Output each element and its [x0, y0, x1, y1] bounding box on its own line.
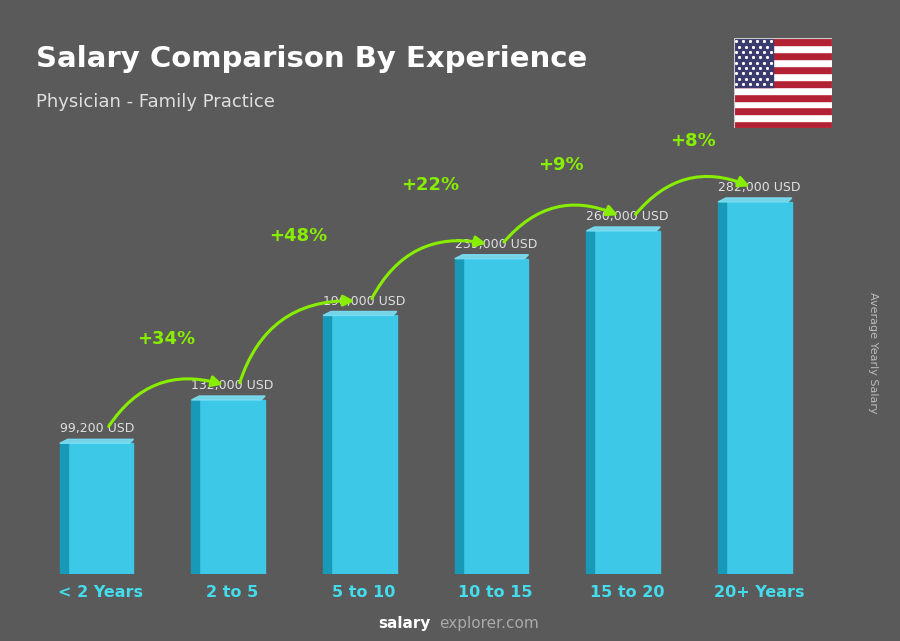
Polygon shape: [59, 439, 133, 444]
Bar: [734, 80, 833, 87]
Text: +48%: +48%: [269, 227, 328, 246]
Bar: [323, 315, 331, 574]
Bar: [594, 231, 661, 574]
Bar: [734, 87, 833, 94]
Bar: [199, 400, 266, 574]
Text: 132,000 USD: 132,000 USD: [192, 379, 274, 392]
Bar: [734, 101, 833, 108]
Bar: [587, 231, 594, 574]
Bar: [734, 38, 833, 46]
Text: +9%: +9%: [538, 156, 584, 174]
Bar: [68, 444, 133, 574]
Bar: [454, 259, 463, 574]
Text: Average Yearly Salary: Average Yearly Salary: [868, 292, 878, 413]
Bar: [734, 121, 833, 128]
Text: salary: salary: [378, 617, 430, 631]
Text: 239,000 USD: 239,000 USD: [454, 238, 537, 251]
Text: +34%: +34%: [138, 330, 195, 348]
Bar: [734, 73, 833, 80]
Bar: [192, 400, 199, 574]
Polygon shape: [192, 396, 266, 400]
Text: 196,000 USD: 196,000 USD: [323, 294, 406, 308]
Bar: [463, 259, 528, 574]
Text: 260,000 USD: 260,000 USD: [587, 210, 669, 223]
Polygon shape: [587, 227, 661, 231]
Bar: [718, 202, 726, 574]
Bar: [734, 46, 833, 53]
Bar: [734, 108, 833, 114]
Bar: [726, 202, 792, 574]
Text: 99,200 USD: 99,200 USD: [59, 422, 134, 435]
Bar: [734, 66, 833, 73]
Text: Salary Comparison By Experience: Salary Comparison By Experience: [36, 45, 587, 73]
Polygon shape: [454, 254, 528, 259]
Bar: [59, 444, 68, 574]
Polygon shape: [718, 198, 792, 202]
Text: 282,000 USD: 282,000 USD: [718, 181, 801, 194]
Text: Physician - Family Practice: Physician - Family Practice: [36, 93, 274, 111]
Bar: [734, 59, 833, 66]
Polygon shape: [323, 312, 397, 315]
Bar: [734, 53, 833, 59]
Text: +22%: +22%: [400, 176, 459, 194]
Bar: [734, 94, 833, 101]
Bar: [331, 315, 397, 574]
Text: +8%: +8%: [670, 132, 716, 150]
Bar: [734, 38, 773, 87]
Bar: [734, 114, 833, 121]
Text: explorer.com: explorer.com: [439, 617, 539, 631]
